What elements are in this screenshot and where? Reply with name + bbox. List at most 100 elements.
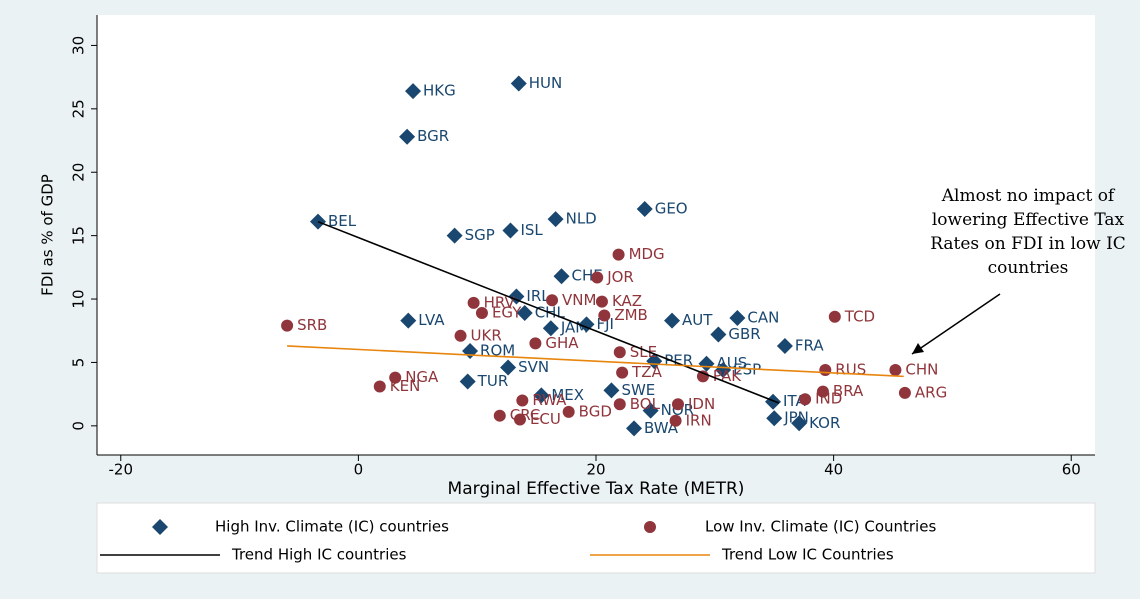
point-label: JOR [606,268,634,286]
diamond-point [547,211,564,228]
diamond-point [791,415,808,432]
diamond-point [626,420,643,437]
circle-point [816,385,829,398]
x-tick-label: 0 [354,461,364,479]
circle-point [889,364,902,377]
annotation: Almost no impact of lowering Effective T… [930,186,1126,278]
diamond-point [405,83,422,100]
point-label: ARG [915,383,947,401]
circle-point [389,371,402,384]
point-label: ISL [520,221,543,239]
legend-label: Low Inv. Climate (IC) Countries [705,518,936,536]
point-label: ESP [733,361,761,379]
circle-point [591,271,604,284]
point-label: IRL [526,287,550,305]
legend-box [96,502,1096,574]
y-tick-label: 0 [70,421,88,431]
arrow-head [912,343,924,354]
circle-point [612,248,625,261]
point-label: CHN [905,361,938,379]
point-label: BOL [630,395,661,413]
diamond-point [553,268,570,285]
circle-point [546,294,559,307]
diamond-point [715,362,732,379]
diamond-point [516,304,533,321]
x-axis-label: Marginal Effective Tax Rate (METR) [448,479,745,499]
diamond-point [510,75,527,92]
diamond-point [502,222,519,239]
circle-point [562,405,575,418]
circle-point [529,337,542,350]
point-label: BEL [328,212,357,230]
point-label: BGR [417,127,449,145]
point-label: GBR [728,325,760,343]
point-label: MDG [629,245,665,263]
diamond-point [664,312,681,329]
y-tick-label: 20 [70,163,88,182]
point-label: ROM [480,342,515,360]
diamond-point [729,310,746,327]
diamond-point [399,128,416,145]
diamond-point [533,387,550,404]
circle-point [671,398,684,411]
circle-point [281,319,294,332]
circle-point [513,413,526,426]
diamond-point [698,355,715,372]
diamond-point [710,326,727,343]
annotation-arrow [911,293,1001,355]
point-label: BGD [579,402,612,420]
circle-point [467,296,480,309]
circle-point [475,306,488,319]
circle-point [819,364,832,377]
circle-point [898,386,911,399]
point-label: HRV [484,293,516,311]
point-label: SRB [297,316,327,334]
legend-label: High Inv. Climate (IC) countries [215,518,449,536]
point-label: TZA [631,363,662,381]
y-axis-label: FDI as % of GDP [39,174,57,296]
point-label: GEO [655,200,688,218]
legend-label: Trend High IC countries [231,546,407,564]
diamond-point [500,359,517,376]
circle-point [669,414,682,427]
diamond-point [446,227,463,244]
y-tick-label: 25 [70,99,88,118]
circle-point [644,521,656,533]
circle-point [799,393,812,406]
diamond-point [766,410,783,427]
diamond-point [542,320,559,337]
point-label: CAN [747,309,779,327]
point-label: SVN [518,358,549,376]
point-label: FRA [795,336,824,354]
point-label: HKG [423,82,456,100]
circle-point [598,309,611,322]
point-label: BWA [644,419,679,437]
point-label: IDN [688,395,715,413]
diamond-point [400,312,417,329]
diamond-point [646,353,663,370]
plot-area [97,15,1095,455]
trend-line [317,220,780,404]
x-tick-label: 40 [824,461,843,479]
diamond-point [776,337,793,354]
point-label: IRN [686,411,712,429]
diamond-point [152,519,168,535]
diamond-point [765,393,782,410]
circle-point [616,366,629,379]
diamond-point [459,373,476,390]
point-label: EGY [492,303,522,321]
point-label: MEX [551,386,584,404]
point-label: RUS [835,361,866,379]
y-tick-label: 30 [70,36,88,55]
y-tick-label: 10 [70,289,88,308]
diamond-point [642,402,659,419]
point-label: NGA [405,368,439,386]
point-label: ZMB [614,306,648,324]
point-label: TCD [844,307,875,325]
circle-point [828,310,841,323]
point-label: SGP [465,226,495,244]
diamond-point [636,201,653,218]
x-tick-label: 60 [1062,461,1081,479]
